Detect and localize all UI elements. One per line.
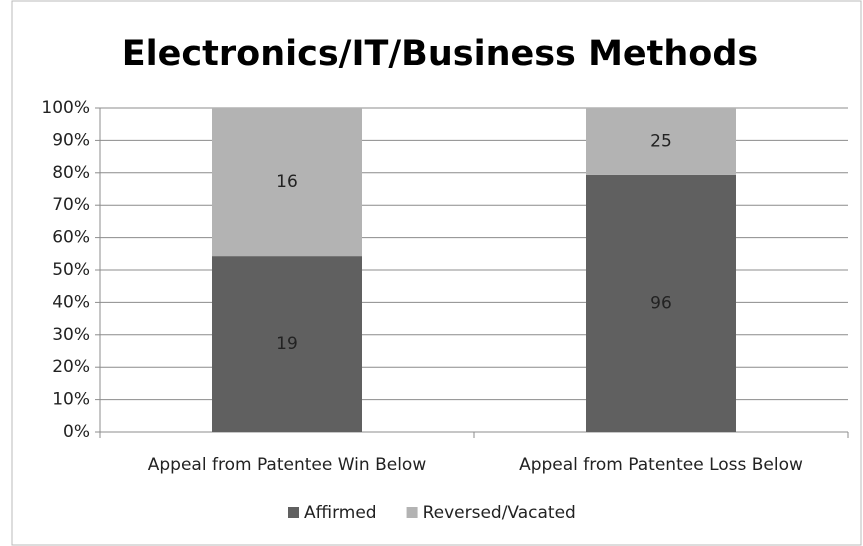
legend-swatch [288,507,299,518]
legend-swatch [406,507,418,518]
bar-segment [212,256,362,432]
y-tick-label: 70% [52,195,90,215]
bar-segment [212,108,362,257]
chart-title: Electronics/IT/Business Methods [122,34,758,74]
y-tick-label: 30% [52,325,90,345]
y-tick-label: 10% [52,390,90,410]
bar-segment [586,108,736,175]
y-tick-label: 40% [52,292,90,312]
legend-label: Reversed/Vacated [423,503,576,523]
y-tick-label: 50% [52,260,90,280]
data-label: 96 [650,293,672,313]
y-tick-label: 90% [52,130,90,150]
data-label: 25 [650,131,672,151]
y-tick-label: 100% [41,98,90,118]
bar-segment [586,174,736,433]
x-tick-label: Appeal from Patentee Loss Below [519,455,803,475]
legend-label: Affirmed [304,503,377,523]
y-tick-label: 0% [63,422,90,442]
y-tick-label: 20% [52,357,90,377]
data-label: 16 [276,172,298,192]
y-tick-label: 60% [52,228,90,248]
y-tick-label: 80% [52,163,90,183]
x-tick-label: Appeal from Patentee Win Below [148,455,427,475]
data-label: 19 [276,334,298,354]
